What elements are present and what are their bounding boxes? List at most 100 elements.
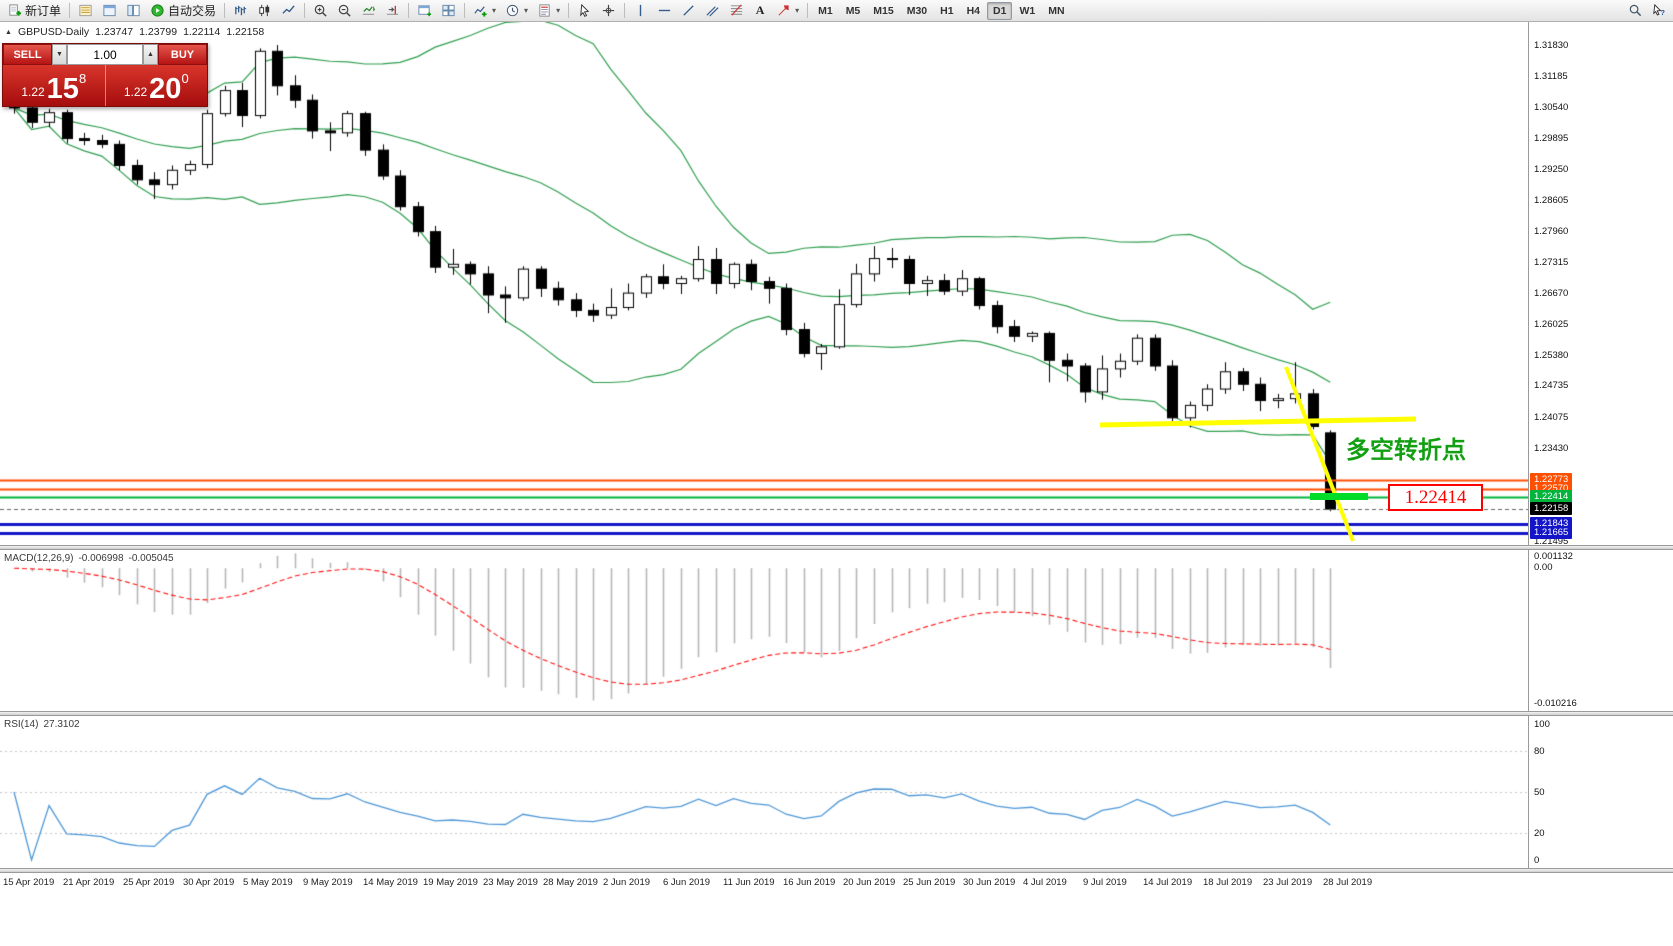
volume-input[interactable]: [67, 44, 143, 65]
turning-point-label[interactable]: 多空转折点: [1346, 437, 1466, 464]
auto-scroll-button[interactable]: [357, 1, 380, 21]
periods-clock-icon: [506, 4, 519, 17]
volume-increase-button[interactable]: ▲: [143, 44, 158, 65]
rsi-scale-label: 50: [1534, 787, 1545, 798]
market-watch-button[interactable]: [74, 1, 97, 21]
macd-plot[interactable]: [0, 550, 1528, 711]
help-button[interactable]: ?: [1647, 1, 1670, 21]
pane-separator[interactable]: [0, 711, 1673, 716]
one-click-header: SELL ▼ ▲ BUY: [3, 44, 207, 65]
chart-shift-button[interactable]: [381, 1, 404, 21]
search-button[interactable]: [1624, 1, 1647, 21]
navigator-icon: [127, 4, 140, 17]
text-tool-label: A: [755, 3, 765, 17]
timeframe-m1-button[interactable]: M1: [818, 4, 833, 17]
timeframe-d1-button[interactable]: D1: [987, 1, 1013, 20]
toolbar-separator: [304, 3, 306, 18]
toolbar-separator: [568, 3, 570, 18]
navigator-button[interactable]: [122, 1, 145, 21]
arrows-tool-button[interactable]: ▾: [772, 1, 803, 21]
sell-price-sup: 8: [78, 71, 87, 86]
price-axis-label: 1.24075: [1534, 412, 1569, 424]
timeframe-m30-button[interactable]: M30: [906, 4, 928, 17]
price-axis[interactable]: 1.31830 1.31185 1.30540 1.29895 1.29250 1.286…: [1529, 22, 1672, 547]
timeframe-h1-button[interactable]: H1: [940, 4, 954, 17]
price-axis-label: 1.28605: [1534, 194, 1569, 206]
chevron-down-icon: ▾: [524, 6, 529, 15]
date-label: 14 Jul 2019: [1143, 877, 1193, 888]
date-label: 11 Jun 2019: [723, 877, 775, 888]
macd-scale-label: 0.00: [1534, 562, 1553, 574]
periods-button[interactable]: ▾: [501, 1, 532, 21]
date-label: 23 Jul 2019: [1263, 877, 1313, 888]
date-label: 18 Jul 2019: [1203, 877, 1253, 888]
pane-separator[interactable]: [0, 545, 1673, 550]
market-watch-icon: [79, 4, 92, 17]
date-label: 14 May 2019: [363, 877, 418, 888]
line-chart-button[interactable]: [277, 1, 300, 21]
toolbar-separator: [69, 3, 71, 18]
new-chart-button[interactable]: [413, 1, 436, 21]
buy-price-small: 1.22: [123, 85, 148, 99]
sell-price[interactable]: 1.22 15 8: [3, 65, 106, 106]
crosshair-button[interactable]: [597, 1, 620, 21]
sell-button[interactable]: SELL: [3, 44, 52, 65]
current-price-tag: 1.22158: [1530, 502, 1573, 516]
indicators-button[interactable]: ▾: [469, 1, 500, 21]
price-tag: 1.22414: [1530, 489, 1573, 503]
timeframe-m5-button[interactable]: M5: [845, 4, 861, 17]
price-axis-label: 1.27960: [1534, 225, 1569, 237]
time-axis[interactable]: 15 Apr 2019 21 Apr 2019 25 Apr 2019 30 Apr …: [0, 873, 1673, 891]
timeframe-m15-button[interactable]: M15: [873, 4, 894, 17]
chevron-down-icon: ▾: [556, 6, 561, 15]
toolbar-separator: [807, 3, 809, 18]
bar-chart-button[interactable]: [229, 1, 252, 21]
zoom-in-button[interactable]: [309, 1, 332, 21]
vertical-line-button[interactable]: [629, 1, 652, 21]
ohlc-open: 1.23747: [95, 26, 134, 38]
fibonacci-button[interactable]: [725, 1, 748, 21]
rsi-label: RSI(14) 27.3102: [4, 719, 80, 730]
date-label: 23 May 2019: [483, 877, 538, 888]
price-chart-plot[interactable]: [0, 22, 1528, 545]
horizontal-line-button[interactable]: [653, 1, 676, 21]
templates-button[interactable]: ▾: [533, 1, 564, 21]
pane-separator[interactable]: [0, 868, 1673, 873]
line-chart-icon: [282, 5, 295, 14]
data-window-button[interactable]: [98, 1, 121, 21]
trendline-button[interactable]: [677, 1, 700, 21]
cursor-button[interactable]: [573, 1, 596, 21]
buy-button[interactable]: BUY: [158, 44, 207, 65]
chevron-down-icon: ▾: [795, 6, 800, 15]
toolbar-separator: [624, 3, 626, 18]
candlestick-chart-button[interactable]: [253, 1, 276, 21]
date-label: 15 Apr 2019: [3, 877, 55, 888]
date-label: 19 May 2019: [423, 877, 478, 888]
buy-price[interactable]: 1.22 20 0: [106, 65, 208, 106]
timeframe-mn-button[interactable]: MN: [1048, 4, 1065, 17]
rsi-axis[interactable]: 100 80 50 20 0: [1529, 716, 1672, 868]
text-tool-button[interactable]: A: [749, 1, 771, 21]
timeframe-h4-button[interactable]: H4: [966, 4, 981, 17]
crosshair-icon: [602, 4, 615, 17]
channel-button[interactable]: [701, 1, 724, 21]
date-label: 6 Jun 2019: [663, 877, 711, 888]
auto-trading-button[interactable]: 自动交易: [146, 1, 220, 21]
macd-signal-value: -0.005045: [128, 553, 174, 564]
ohlc-low: 1.22114: [183, 26, 221, 38]
chart-symbol-label: GBPUSD-Daily: [17, 26, 90, 38]
date-label: 16 Jun 2019: [783, 877, 836, 888]
price-pane: ▲ GBPUSD-Daily 1.23747 1.23799 1.22114 1…: [0, 22, 1528, 545]
macd-axis[interactable]: 0.001132 0.00 -0.010216: [1529, 550, 1672, 711]
horizontal-line-icon: [658, 9, 671, 12]
volume-decrease-button[interactable]: ▼: [52, 44, 67, 65]
tile-windows-button[interactable]: [437, 1, 460, 21]
price-level-box[interactable]: 1.22414: [1388, 484, 1483, 511]
timeframe-w1-button[interactable]: W1: [1019, 4, 1036, 17]
date-label: 30 Apr 2019: [183, 877, 235, 888]
zoom-out-button[interactable]: [333, 1, 356, 21]
new-order-button[interactable]: 新订单: [3, 1, 65, 21]
rsi-plot[interactable]: [0, 716, 1528, 868]
date-label: 28 May 2019: [543, 877, 598, 888]
search-icon: [1629, 4, 1642, 17]
